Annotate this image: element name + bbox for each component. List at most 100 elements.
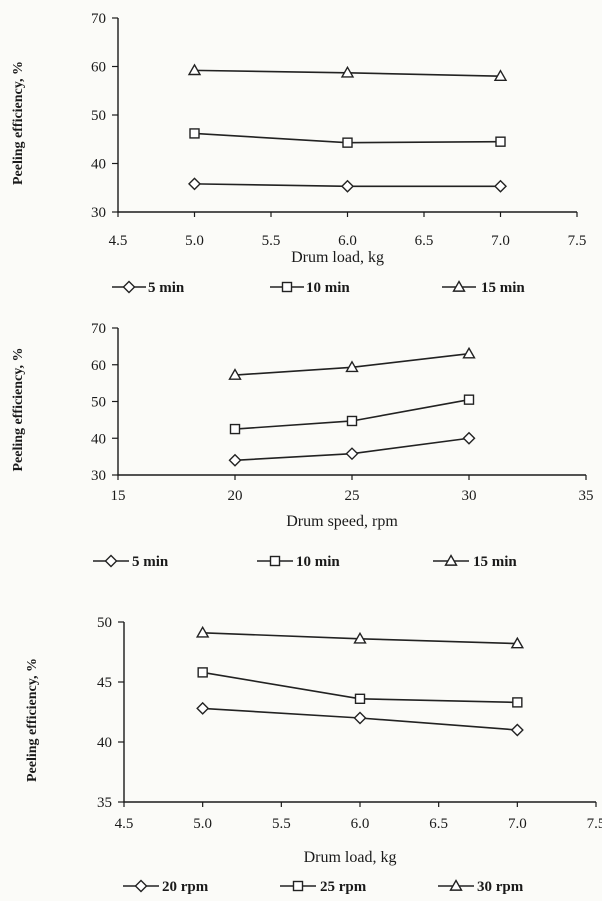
y-tick-label: 50 xyxy=(91,395,106,411)
legend-label: 5 min xyxy=(132,554,169,570)
data-point xyxy=(187,63,202,76)
chart-svg: 30 40 50 60 70 15 20 25 30 35 Drum speed, rpm Peeli… xyxy=(11,321,594,570)
data-point xyxy=(345,447,359,461)
data-point xyxy=(188,177,201,191)
series-2 xyxy=(195,625,525,649)
y-tick-label: 60 xyxy=(91,60,106,76)
y-tick-label: 40 xyxy=(91,157,106,173)
data-point xyxy=(510,636,525,649)
chart-svg: 30 40 50 60 70 4.5 5.0 5.5 6.0 6.5 7.0 7.5 Drum load… xyxy=(11,11,587,296)
legend-label: 30 rpm xyxy=(477,879,524,895)
x-tick-label: 7.5 xyxy=(568,233,587,249)
data-point xyxy=(229,423,241,435)
legend-entry: 10 min xyxy=(257,554,340,570)
data-point xyxy=(346,415,358,427)
chart-svg: 35 40 45 50 4.5 5.0 5.5 6.0 6.5 7.0 7.5 Drum load, … xyxy=(25,615,602,895)
y-tick-label: 70 xyxy=(91,11,106,27)
legend-label: 10 min xyxy=(306,280,350,296)
series-0 xyxy=(188,177,507,193)
x-tick-label: 30 xyxy=(462,488,477,504)
series-0 xyxy=(196,701,524,737)
x-tick-label: 7.0 xyxy=(491,233,510,249)
data-point xyxy=(462,431,476,445)
data-point xyxy=(340,65,355,78)
y-tick-label: 60 xyxy=(91,358,106,374)
x-tick-label: 25 xyxy=(345,488,360,504)
y-axis-label: Peeling efficiency, % xyxy=(11,61,26,185)
legend-marker xyxy=(444,554,458,566)
legend-marker xyxy=(281,281,293,293)
x-tick-label: 7.0 xyxy=(508,816,527,832)
x-tick-label: 5.0 xyxy=(193,816,212,832)
data-point xyxy=(512,697,523,708)
x-tick-label: 6.0 xyxy=(338,233,357,249)
series-2 xyxy=(228,346,476,380)
legend-marker xyxy=(292,880,304,892)
x-tick-label: 35 xyxy=(579,488,594,504)
series-0 xyxy=(228,431,476,467)
y-tick-label: 45 xyxy=(97,675,112,691)
x-tick-label: 7.5 xyxy=(587,816,602,832)
data-point xyxy=(228,453,242,467)
data-point xyxy=(493,69,508,82)
x-tick-label: 6.5 xyxy=(429,816,448,832)
legend-marker xyxy=(122,280,136,294)
series-1 xyxy=(229,394,475,435)
data-point xyxy=(510,723,524,737)
legend-marker xyxy=(134,879,148,893)
legend-label: 10 min xyxy=(296,554,340,570)
x-tick-label: 6.0 xyxy=(351,816,370,832)
legend-entry: 5 min xyxy=(93,554,169,570)
data-point xyxy=(189,128,200,139)
legend-label: 25 rpm xyxy=(320,879,367,895)
chart-drum-load-speed: 35 40 45 50 4.5 5.0 5.5 6.0 6.5 7.0 7.5 Drum load, … xyxy=(0,590,602,901)
y-tick-label: 50 xyxy=(97,615,112,631)
legend-marker xyxy=(104,554,118,568)
x-tick-label: 4.5 xyxy=(115,816,134,832)
data-point xyxy=(228,368,242,380)
legend-marker xyxy=(269,555,281,567)
data-point xyxy=(354,693,366,705)
legend-entry: 5 min xyxy=(112,280,185,296)
legend-label: 15 min xyxy=(481,280,525,296)
series-1 xyxy=(189,128,506,148)
chart-drum-load-time: 30 40 50 60 70 4.5 5.0 5.5 6.0 6.5 7.0 7.5 Drum load… xyxy=(0,0,602,300)
x-tick-label: 20 xyxy=(228,488,243,504)
legend-entry: 25 rpm xyxy=(280,879,367,895)
y-tick-label: 30 xyxy=(91,468,106,484)
data-point xyxy=(197,667,208,678)
data-point xyxy=(341,179,354,193)
legend-marker xyxy=(452,280,466,292)
legend-marker xyxy=(449,879,463,891)
x-tick-label: 5.5 xyxy=(272,816,291,832)
legend-entry: 30 rpm xyxy=(438,879,524,895)
data-point xyxy=(196,701,210,715)
y-tick-label: 70 xyxy=(91,321,106,337)
data-point xyxy=(494,179,507,193)
x-axis-label: Drum load, kg xyxy=(291,249,384,266)
data-point xyxy=(463,394,475,405)
legend-label: 20 rpm xyxy=(162,879,209,895)
legend-entry: 20 rpm xyxy=(123,879,209,895)
x-tick-label: 5.0 xyxy=(185,233,204,249)
legend-entry: 15 min xyxy=(442,280,525,296)
x-tick-label: 5.5 xyxy=(262,233,281,249)
data-point xyxy=(345,360,359,373)
data-point xyxy=(342,137,353,148)
data-point xyxy=(195,625,210,638)
y-axis-label: Peeling efficiency, % xyxy=(11,347,26,471)
y-axis-label: Peeling efficiency, % xyxy=(25,658,40,782)
x-tick-label: 4.5 xyxy=(109,233,128,249)
legend-label: 15 min xyxy=(473,554,517,570)
y-tick-label: 30 xyxy=(91,205,106,221)
data-point xyxy=(353,631,367,644)
legend-entry: 10 min xyxy=(270,280,350,296)
data-point xyxy=(353,711,367,725)
data-point xyxy=(495,136,506,147)
x-axis-label: Drum speed, rpm xyxy=(286,513,398,530)
chart-drum-speed-time: 30 40 50 60 70 15 20 25 30 35 Drum speed, rpm Peeli… xyxy=(0,300,602,590)
series-1 xyxy=(197,667,523,708)
y-tick-label: 40 xyxy=(97,735,112,751)
x-tick-label: 6.5 xyxy=(415,233,434,249)
